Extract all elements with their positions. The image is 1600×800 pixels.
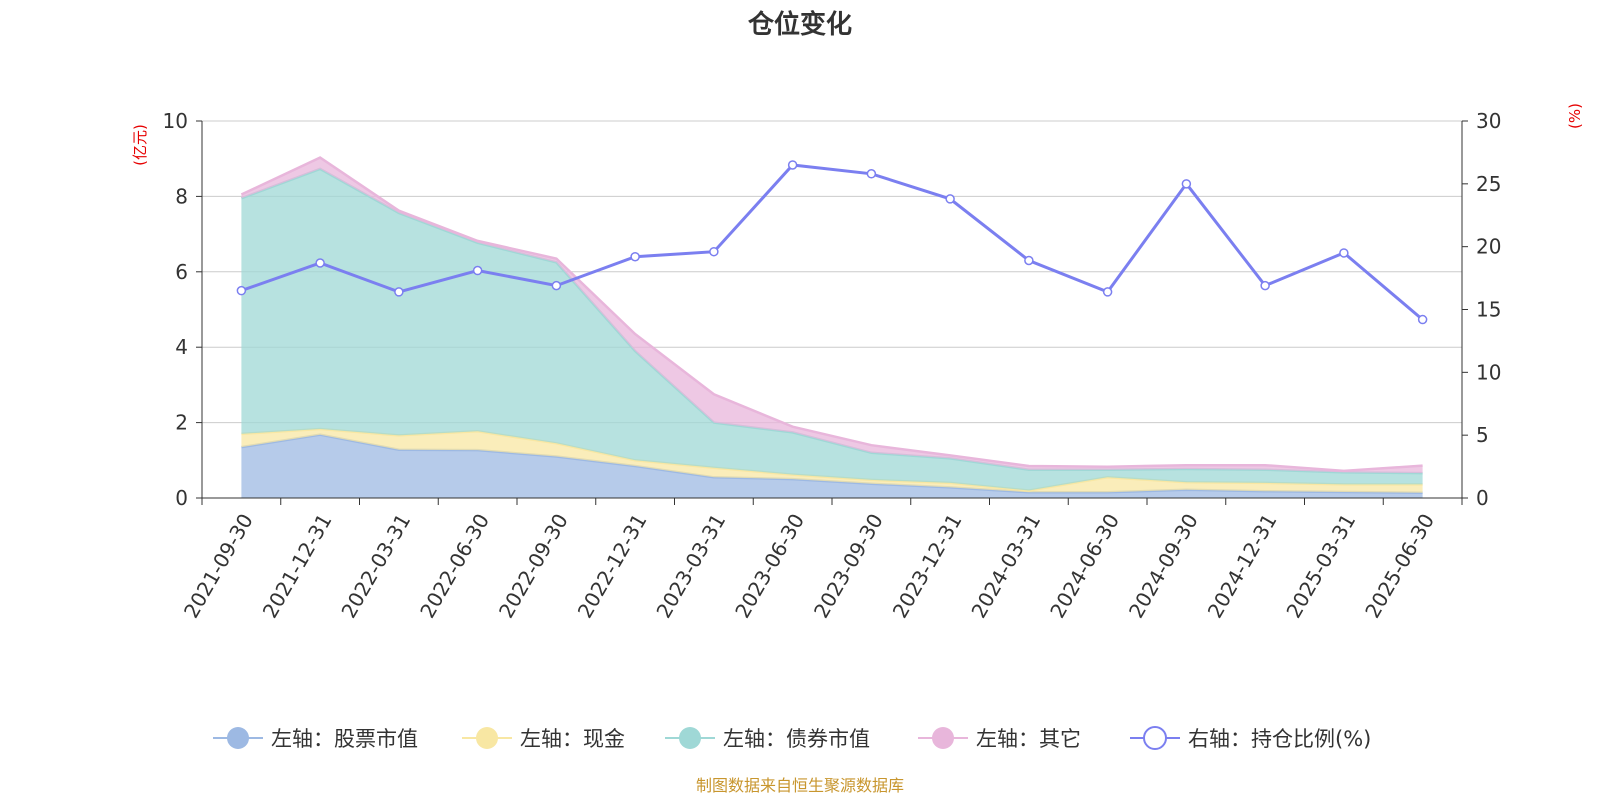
stacked-areas — [240, 156, 1423, 498]
x-tick-label: 2022-12-31 — [573, 510, 652, 623]
left-tick-label: 4 — [175, 335, 188, 359]
ratio-point — [394, 287, 404, 297]
left-tick-label: 6 — [175, 260, 188, 284]
x-tick-label: 2022-06-30 — [415, 510, 494, 623]
x-tick-label: 2024-03-31 — [966, 510, 1045, 623]
ratio-point — [1102, 287, 1113, 297]
x-tick-label: 2022-03-31 — [336, 510, 415, 623]
left-tick-label: 2 — [175, 411, 188, 435]
right-tick-label: 15 — [1476, 298, 1501, 322]
area-series-2 — [241, 429, 1423, 493]
x-tick-label: 2023-09-30 — [809, 510, 888, 623]
left-axis-unit: (亿元) — [131, 124, 149, 166]
ratio-line — [236, 160, 1428, 325]
legend-label-1: 左轴：股票市值 — [271, 727, 418, 751]
area-series-1 — [241, 434, 1423, 498]
x-tick-label: 2024-12-31 — [1203, 510, 1282, 623]
legend-label-2: 左轴：现金 — [520, 727, 625, 751]
ratio-point — [945, 194, 955, 204]
x-tick-label: 2025-06-30 — [1360, 510, 1439, 623]
x-tick-label: 2025-03-31 — [1281, 510, 1360, 623]
ratio-line-path — [240, 163, 1424, 321]
ratio-point — [472, 265, 483, 276]
right-tick-label: 20 — [1476, 235, 1501, 259]
legend-marker-2 — [476, 727, 498, 749]
legend-label-5: 右轴：持仓比例(%) — [1188, 727, 1371, 751]
ratio-point — [1024, 255, 1034, 266]
ratio-point — [315, 258, 325, 268]
x-tick-label: 2023-12-31 — [888, 510, 967, 623]
footer-source: 制图数据来自恒生聚源数据库 — [696, 776, 904, 795]
area-series-4 — [241, 157, 1423, 474]
ratio-point — [866, 169, 877, 179]
right-tick-label: 10 — [1476, 360, 1501, 384]
legend-label-3: 左轴：债券市值 — [723, 727, 870, 751]
chart-title: 仓位变化 — [747, 9, 852, 40]
right-axis-unit: (%) — [1566, 103, 1584, 129]
right-tick-label: 5 — [1476, 423, 1489, 447]
legend-marker-5 — [1143, 726, 1167, 750]
legend-marker-3 — [679, 727, 701, 749]
x-tick-label: 2022-09-30 — [494, 510, 573, 623]
x-tick-label: 2023-03-31 — [651, 510, 730, 623]
left-tick-label: 0 — [175, 486, 188, 510]
ratio-point — [709, 246, 719, 257]
area-series-4-edge — [240, 156, 1423, 473]
right-tick-label: 0 — [1476, 486, 1489, 510]
ratio-point — [1260, 280, 1270, 291]
legend: 左轴：股票市值 左轴：现金 左轴：债券市值 左轴：其它 右轴：持仓比例(%) — [213, 726, 1371, 751]
ratio-point — [551, 280, 562, 291]
ratio-point — [236, 285, 247, 296]
ratio-point — [787, 160, 798, 170]
legend-label-4: 左轴：其它 — [976, 727, 1081, 751]
x-tick-label: 2021-12-31 — [258, 510, 337, 623]
right-tick-label: 30 — [1476, 109, 1501, 133]
ratio-point — [630, 251, 640, 262]
x-tick-label: 2023-06-30 — [730, 510, 809, 623]
legend-marker-1 — [227, 727, 249, 749]
legend-marker-4 — [932, 727, 954, 749]
x-tick-label: 2024-06-30 — [1045, 510, 1124, 623]
ratio-point — [1417, 314, 1428, 325]
ratio-point — [1181, 179, 1192, 189]
ratio-point — [1339, 248, 1349, 258]
right-tick-label: 25 — [1476, 172, 1501, 196]
x-tick-label: 2021-09-30 — [179, 510, 258, 623]
left-tick-label: 8 — [175, 184, 188, 208]
area-series-3 — [241, 168, 1423, 491]
left-tick-label: 10 — [163, 109, 188, 133]
x-tick-label: 2024-09-30 — [1124, 510, 1203, 623]
